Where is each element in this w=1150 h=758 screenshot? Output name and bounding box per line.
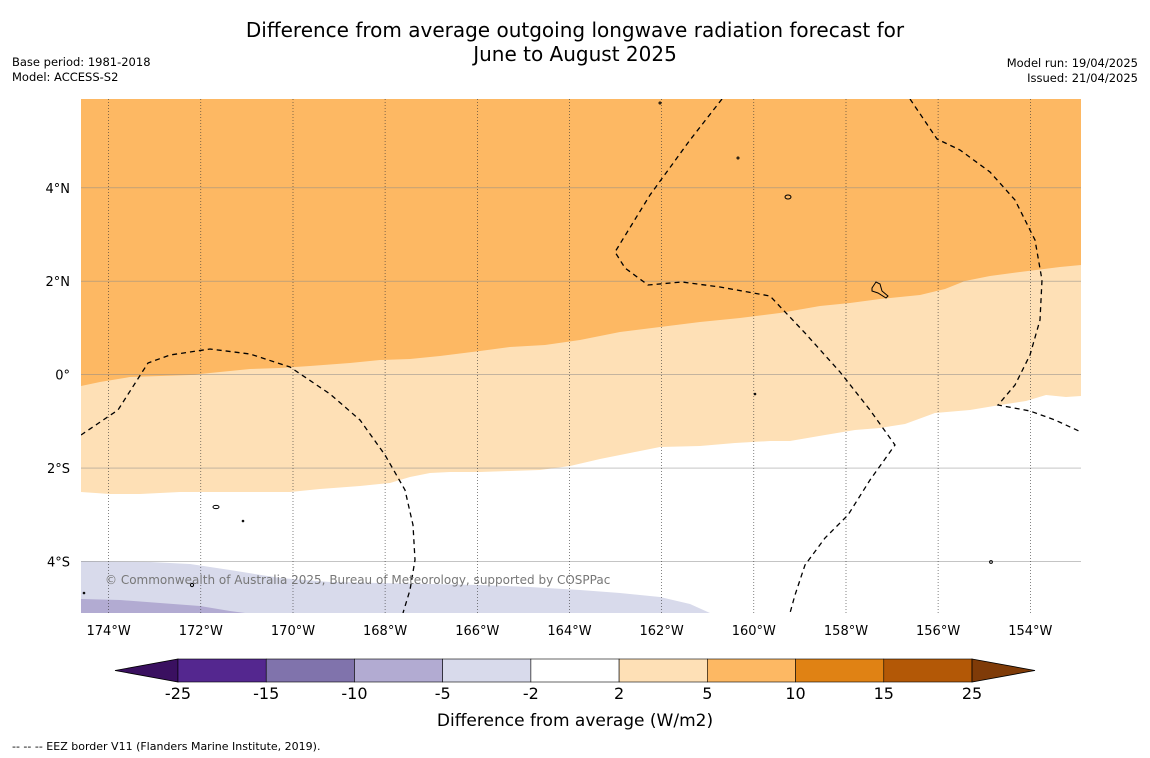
- lon-tick-label: 170°W: [271, 624, 315, 639]
- meta-right: Model run: 19/04/2025 Issued: 21/04/2025: [1007, 56, 1138, 86]
- colorbar-tick-label: -25: [165, 684, 191, 703]
- lon-tick-label: 160°W: [732, 624, 776, 639]
- island-shape: [189, 582, 195, 588]
- colorbar-tick-label: 5: [702, 684, 712, 703]
- colorbar-extend-low: [114, 658, 179, 683]
- island-shape: [784, 194, 792, 200]
- colorbar-tick-label: -5: [435, 684, 451, 703]
- colorbar-ticks: -25 -15 -10 -5 -2 2 5 10 15 25: [165, 684, 982, 703]
- lon-tick-label: 158°W: [824, 624, 868, 639]
- colorbar-tick-label: -10: [341, 684, 367, 703]
- title-line-2: June to August 2025: [473, 42, 677, 66]
- island-shape: [241, 519, 245, 523]
- lat-tick-label: 4°N: [46, 182, 71, 197]
- colorbar-segment: [354, 658, 443, 683]
- eez-border-kiribati-phoenix: [81, 348, 416, 613]
- title-line-1: Difference from average outgoing longwav…: [245, 18, 905, 42]
- lat-tick-label: 0°: [55, 369, 70, 384]
- grid-lines: [81, 99, 1081, 613]
- latitude-labels: 4°N 2°N 0° 2°S 4°S: [46, 182, 71, 571]
- island-shape: [871, 281, 889, 299]
- island-shape: [736, 156, 740, 160]
- eez-borders: [81, 99, 1081, 613]
- lat-tick-label: 4°S: [47, 556, 70, 571]
- band-5-to-10: [81, 99, 1081, 386]
- island-shape: [82, 591, 86, 595]
- colorbar-tick-label: 10: [785, 684, 805, 703]
- colorbar-extend-high: [971, 658, 1036, 683]
- colorbar: -25 -15 -10 -5 -2 2 5 10 15 25 Difference from av…: [114, 658, 1036, 731]
- band-minus2-to-minus5: [81, 561, 710, 613]
- colorbar-tick-label: 15: [874, 684, 894, 703]
- lon-tick-label: 156°W: [916, 624, 960, 639]
- lon-tick-label: 164°W: [547, 624, 591, 639]
- lon-tick-label: 168°W: [363, 624, 407, 639]
- model-name: Model: ACCESS-S2: [12, 70, 119, 84]
- eez-border-kiribati-line-west: [614, 99, 896, 613]
- lat-tick-label: 2°S: [47, 462, 70, 477]
- lon-tick-label: 172°W: [179, 624, 223, 639]
- colorbar-tick-label: 25: [962, 684, 982, 703]
- longitude-labels: 174°W 172°W 170°W 168°W 166°W 164°W 162°W 160°W…: [87, 624, 1053, 639]
- island-shape: [753, 392, 757, 396]
- lon-tick-label: 154°W: [1008, 624, 1052, 639]
- colorbar-segment: [618, 658, 708, 683]
- colorbar-segment: [707, 658, 796, 683]
- colorbar-segment: [530, 658, 620, 683]
- model-run: Model run: 19/04/2025: [1006, 56, 1138, 70]
- map-area: © Commonwealth of Australia 2025, Bureau…: [81, 99, 1081, 613]
- colorbar-segment: [265, 658, 355, 683]
- island-shape: [989, 560, 993, 564]
- band-minus5-to-minus10: [81, 599, 245, 613]
- islands: [82, 101, 993, 595]
- colorbar-segments: [114, 658, 1036, 683]
- chart-title: Difference from average outgoing longwav…: [0, 18, 1150, 66]
- eez-footnote: -- -- -- EEZ border V11 (Flanders Marine…: [12, 740, 321, 753]
- lon-tick-label: 166°W: [455, 624, 499, 639]
- copyright-notice: © Commonwealth of Australia 2025, Bureau…: [105, 573, 610, 587]
- lat-tick-label: 2°N: [46, 275, 71, 290]
- island-shape: [212, 504, 220, 510]
- colorbar-segment: [795, 658, 885, 683]
- eez-border-kiribati-line-east: [909, 99, 1081, 433]
- island-shape: [658, 101, 662, 105]
- colorbar-tick-label: -2: [523, 684, 539, 703]
- issued-date: Issued: 21/04/2025: [1027, 71, 1138, 85]
- colorbar-tick-label: -15: [253, 684, 279, 703]
- meta-left: Base period: 1981-2018 Model: ACCESS-S2: [12, 55, 151, 85]
- lon-tick-label: 162°W: [640, 624, 684, 639]
- colorbar-segment: [177, 658, 267, 683]
- base-period: Base period: 1981-2018: [12, 55, 151, 69]
- colorbar-segment: [883, 658, 973, 683]
- colorbar-label: Difference from average (W/m2): [437, 711, 713, 731]
- colorbar-segment: [442, 658, 532, 683]
- colorbar-tick-label: 2: [614, 684, 624, 703]
- lon-tick-label: 174°W: [87, 624, 131, 639]
